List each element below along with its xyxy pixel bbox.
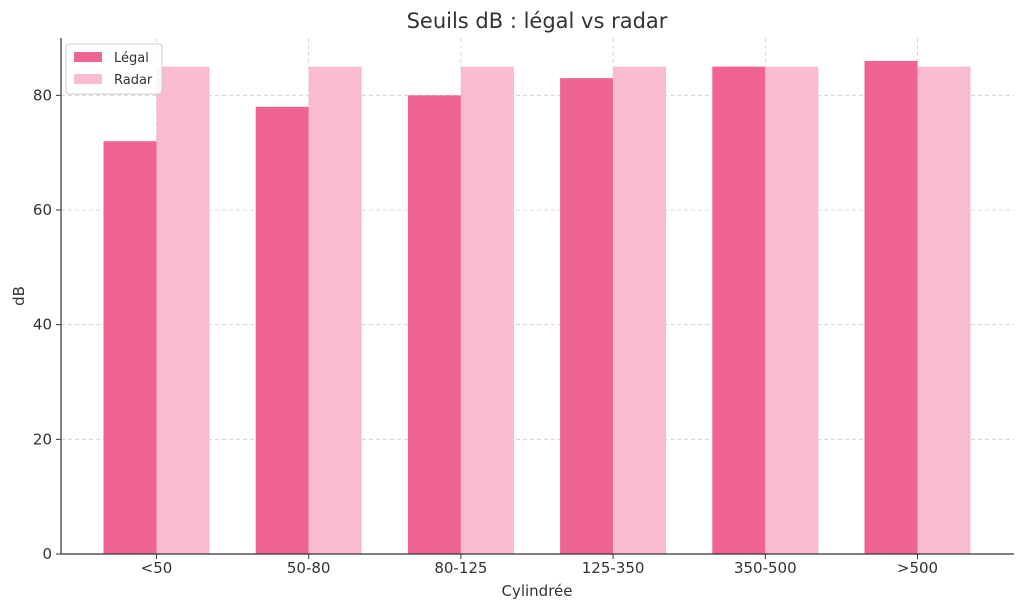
y-axis-label: dB [10, 286, 28, 306]
bar-radar [613, 66, 667, 555]
bar-radar [765, 66, 819, 555]
bar-radar [460, 66, 514, 555]
bar-legal [255, 106, 309, 555]
bars-layer [103, 60, 971, 555]
x-tick-label: 80-125 [434, 559, 487, 577]
y-tick-label: 60 [33, 201, 52, 219]
bar-radar [308, 66, 362, 555]
chart-title: Seuils dB : légal vs radar [407, 9, 668, 33]
ticks-layer: 0 20 40 60 80 <50 50-80 80-125 125-350 350-500 >50… [33, 86, 938, 577]
x-tick-label: 125-350 [582, 559, 645, 577]
y-tick-label: 20 [33, 430, 52, 448]
bar-legal [407, 95, 461, 554]
legend: Légal Radar [65, 43, 163, 95]
legend-swatch-radar [74, 74, 102, 84]
bar-radar [917, 66, 971, 555]
legend-label-radar: Radar [114, 73, 153, 88]
x-tick-label: 350-500 [734, 559, 797, 577]
x-tick-label: >500 [897, 559, 938, 577]
legend-swatch-legal [74, 52, 102, 62]
bar-legal [103, 141, 157, 554]
x-tick-label: 50-80 [287, 559, 331, 577]
x-axis-label: Cylindrée [501, 582, 572, 600]
bar-legal [560, 78, 614, 554]
bar-legal [864, 60, 918, 554]
y-tick-label: 80 [33, 86, 52, 104]
bar-legal [712, 66, 766, 555]
y-tick-label: 40 [33, 316, 52, 334]
x-tick-label: <50 [141, 559, 173, 577]
legend-label-legal: Légal [114, 51, 149, 66]
y-tick-label: 0 [42, 545, 52, 563]
bar-radar [156, 66, 210, 555]
axes-layer [60, 38, 1014, 555]
